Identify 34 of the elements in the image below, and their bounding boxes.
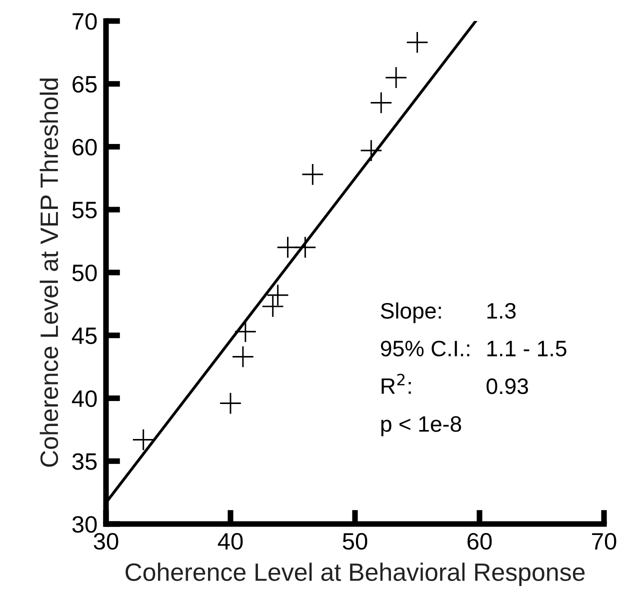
- point: [294, 236, 316, 258]
- point: [406, 32, 428, 53]
- annotation: 0.93: [486, 378, 528, 394]
- annotation: 95% C.I.:: [380, 340, 470, 356]
- point: [386, 67, 406, 88]
- x-tick-label: 60: [468, 532, 492, 550]
- y-tick-label: 60: [72, 138, 97, 156]
- x-tick-label: 40: [218, 532, 243, 550]
- y-tick-label: 40: [72, 390, 97, 408]
- annotation: R$^{2}$:: [382, 374, 411, 394]
- point: [232, 346, 254, 368]
- annotation: 1.1 - 1.5: [487, 340, 566, 356]
- annotation: 1.3: [487, 302, 516, 319]
- point: [360, 140, 382, 161]
- y-tick-label: 30: [72, 516, 97, 533]
- point: [302, 164, 324, 185]
- annotation: Slope:: [380, 302, 441, 324]
- point: [267, 284, 288, 306]
- y-tick-label: 50: [72, 264, 97, 282]
- x-tick-label: 30: [94, 532, 118, 550]
- x-tick-label: 70: [592, 532, 616, 550]
- y-tick-label: 55: [72, 202, 97, 218]
- y-tick-label: 45: [72, 328, 97, 344]
- x-tick-label: 50: [342, 532, 368, 550]
- point: [262, 296, 284, 317]
- y-axis-title: Coherence Level at VEP Threshold: [40, 78, 58, 467]
- y-tick-label: 70: [72, 13, 97, 30]
- annotation: p < 1e-8: [381, 416, 462, 436]
- point: [235, 321, 256, 342]
- y-tick-label: 65: [72, 76, 97, 93]
- point: [132, 429, 154, 450]
- point: [370, 92, 392, 114]
- y-tick-label: 35: [72, 453, 97, 470]
- x-axis-title: Coherence Level at Behavioral Response: [126, 562, 585, 586]
